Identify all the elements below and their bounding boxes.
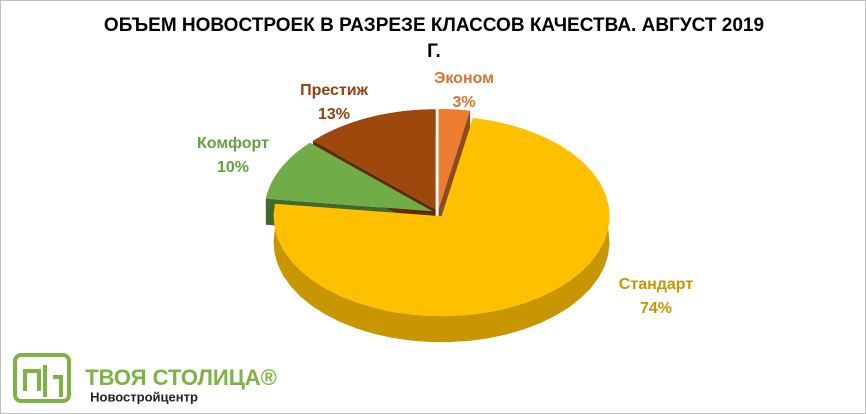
logo-name: ТВОЯ СТОЛИЦА®: [85, 365, 277, 390]
logo-icon: [13, 353, 71, 403]
data-label-value: 3%: [452, 94, 475, 111]
logo-subtitle: Новостройцентр: [90, 389, 198, 404]
data-label-name: Эконом: [434, 70, 494, 87]
data-label-value: 13%: [318, 106, 350, 123]
slice: [438, 109, 471, 210]
slice: [265, 142, 433, 212]
slice: [313, 109, 436, 210]
data-label-name: Престиж: [300, 82, 369, 99]
data-label-value: 10%: [217, 159, 249, 176]
chart-title: ОБЪЕМ НОВОСТРОЕК В РАЗРЕЗЕ КЛАССОВ КАЧЕС…: [103, 15, 765, 62]
data-label-value: 74%: [640, 300, 672, 317]
data-label-name: Комфорт: [197, 135, 269, 152]
slice: [273, 118, 610, 317]
data-label-name: Стандарт: [619, 276, 694, 293]
